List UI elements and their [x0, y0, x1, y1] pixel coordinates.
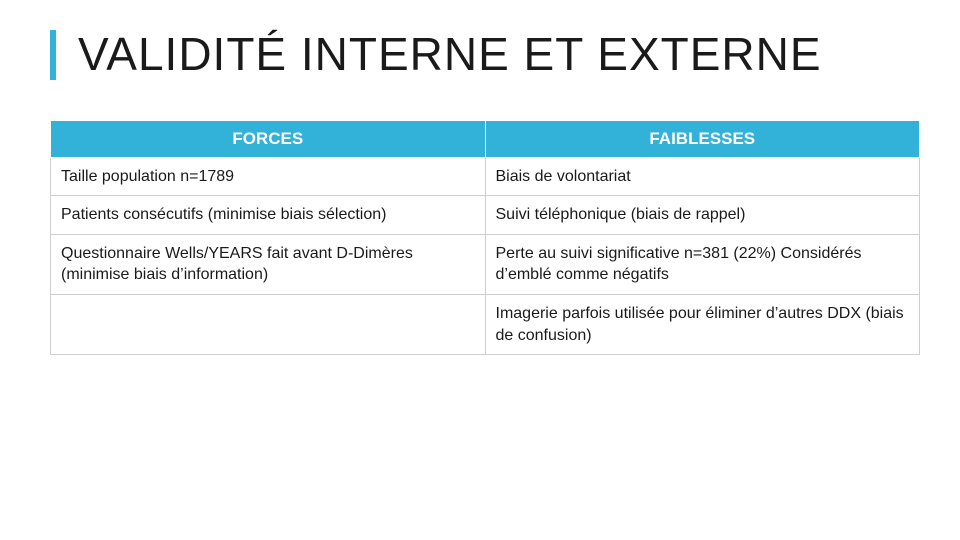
table-row: Taille population n=1789 Biais de volont…	[51, 157, 920, 196]
table-row: Patients consécutifs (minimise biais sél…	[51, 196, 920, 235]
cell-faiblesses: Biais de volontariat	[485, 157, 920, 196]
table-row: Questionnaire Wells/YEARS fait avant D-D…	[51, 234, 920, 294]
cell-forces: Taille population n=1789	[51, 157, 486, 196]
col-header-faiblesses: FAIBLESSES	[485, 120, 920, 157]
accent-bar	[50, 30, 56, 80]
col-header-forces: FORCES	[51, 120, 486, 157]
table-header-row: FORCES FAIBLESSES	[51, 120, 920, 157]
comparison-table: FORCES FAIBLESSES Taille population n=17…	[50, 120, 920, 356]
cell-forces: Questionnaire Wells/YEARS fait avant D-D…	[51, 234, 486, 294]
cell-faiblesses: Imagerie parfois utilisée pour éliminer …	[485, 295, 920, 355]
cell-forces: Patients consécutifs (minimise biais sél…	[51, 196, 486, 235]
cell-faiblesses: Perte au suivi significative n=381 (22%)…	[485, 234, 920, 294]
slide: VALIDITÉ INTERNE ET EXTERNE FORCES FAIBL…	[0, 0, 960, 540]
cell-forces-empty	[51, 295, 486, 355]
table-row: Imagerie parfois utilisée pour éliminer …	[51, 295, 920, 355]
title-block: VALIDITÉ INTERNE ET EXTERNE	[50, 30, 920, 80]
page-title: VALIDITÉ INTERNE ET EXTERNE	[78, 30, 822, 80]
cell-faiblesses: Suivi téléphonique (biais de rappel)	[485, 196, 920, 235]
